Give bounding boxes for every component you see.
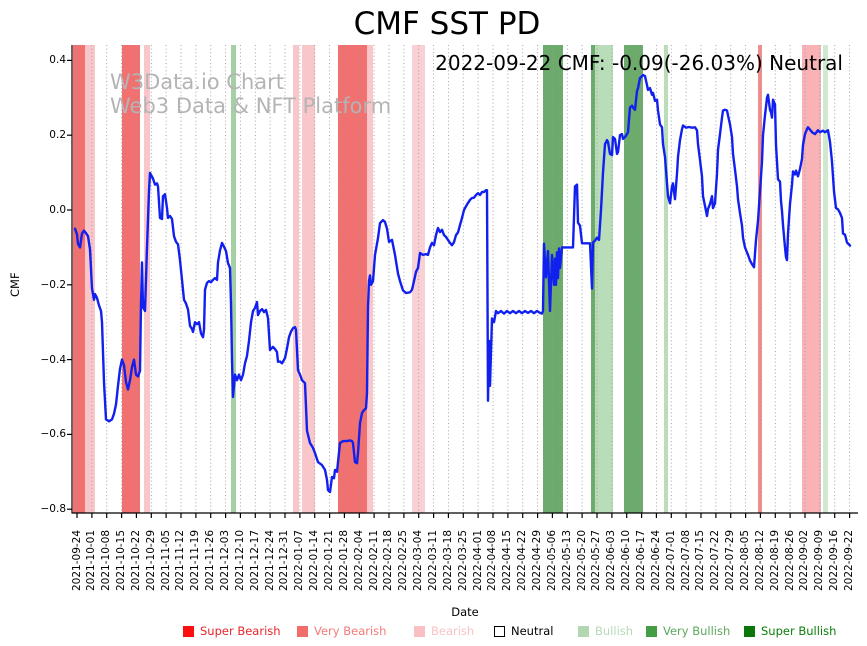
x-tick-label: 2021-10-29 [144, 529, 157, 591]
band-bearish [802, 45, 821, 513]
band-bearish [85, 45, 95, 513]
x-tick-label: 2021-10-22 [129, 529, 142, 591]
x-tick-label: 2021-12-31 [278, 529, 291, 591]
watermark-line1: W3Data.io Chart [110, 70, 285, 94]
x-tick-label: 2022-03-04 [412, 529, 425, 591]
x-tick-label: 2022-04-15 [501, 529, 514, 591]
x-tick-label: 2022-04-22 [516, 529, 529, 591]
annotation-text: 2022-09-22 CMF: -0.09(-26.03%) Neutral [435, 51, 843, 75]
x-tick-label: 2022-05-20 [575, 529, 588, 591]
cmf-line [73, 73, 852, 494]
x-tick-label: 2021-10-08 [100, 529, 113, 591]
x-tick-label: 2022-05-06 [545, 529, 558, 591]
x-tick-label: 2022-09-16 [828, 529, 841, 591]
x-tick-label: 2022-08-12 [753, 529, 766, 591]
x-tick-label: 2022-07-22 [709, 529, 722, 591]
watermark: W3Data.io Chart Web3 Data & NFT Platform [110, 70, 391, 118]
y-tick-label: 0.0 [49, 204, 66, 216]
y-tick-label: 0.2 [49, 129, 66, 142]
x-tick-label: 2021-10-01 [85, 529, 98, 591]
x-tick-label: 2022-04-08 [486, 529, 499, 591]
x-tick-label: 2022-07-01 [664, 529, 677, 591]
y-axis-label: CMF [8, 272, 22, 297]
band-very_bearish [338, 45, 367, 513]
band-bullish [823, 45, 828, 513]
band-very_bearish [122, 45, 140, 513]
x-tick-label: 2022-05-13 [560, 529, 573, 591]
x-tick-label: 2021-12-24 [263, 529, 276, 591]
band-very_bullish [624, 45, 643, 513]
x-tick-label: 2021-12-03 [219, 529, 232, 591]
x-tick-label: 2022-07-29 [724, 529, 737, 591]
x-tick-label: 2022-06-17 [635, 529, 648, 591]
band-bearish [293, 45, 299, 513]
x-tick-label: 2022-04-01 [471, 529, 484, 591]
x-tick-label: 2022-02-04 [352, 529, 365, 591]
x-tick-label: 2022-07-15 [694, 529, 707, 591]
x-tick-label: 2022-06-10 [620, 529, 633, 591]
x-tick-label: 2022-01-21 [323, 529, 336, 591]
band-bullish [664, 45, 668, 513]
x-tick-label: 2022-01-07 [293, 529, 306, 591]
x-tick-label: 2022-02-11 [367, 529, 380, 591]
x-tick-label: 2022-01-28 [337, 529, 350, 591]
x-tick-label: 2021-11-19 [189, 529, 202, 591]
x-tick-label: 2022-08-19 [768, 529, 781, 591]
x-tick-label: 2022-03-11 [427, 529, 440, 591]
x-tick-label: 2022-08-05 [739, 529, 752, 591]
band-bullish [231, 45, 236, 513]
y-tick-label: −0.2 [40, 278, 67, 291]
x-tick-label: 2022-08-26 [783, 529, 796, 591]
x-tick-label: 2021-10-15 [115, 529, 128, 591]
x-tick-label: 2022-03-18 [441, 529, 454, 591]
x-axis-label: Date [451, 605, 479, 619]
chart-title: CMF SST PD [353, 6, 541, 42]
x-tick-label: 2022-03-25 [456, 529, 469, 591]
x-tick-label: 2022-02-25 [397, 529, 410, 591]
y-tick-label: 0.4 [49, 54, 66, 67]
y-tick-label: −0.4 [40, 353, 67, 366]
x-tick-label: 2021-11-26 [204, 529, 217, 591]
x-tick-label: 2022-05-27 [590, 529, 603, 591]
watermark-line2: Web3 Data & NFT Platform [110, 94, 392, 118]
x-tick-label: 2021-09-24 [70, 529, 83, 591]
x-tick-label: 2021-12-17 [248, 529, 261, 591]
x-tick-label: 2022-09-02 [798, 529, 811, 591]
x-tick-label: 2022-04-29 [531, 529, 544, 591]
x-tick-label: 2022-02-18 [382, 529, 395, 591]
x-tick-label: 2021-11-12 [174, 529, 187, 591]
x-tick-label: 2022-01-14 [308, 529, 321, 591]
band-very_bearish [73, 45, 85, 513]
x-tick-label: 2021-12-10 [233, 529, 246, 591]
band-bullish [595, 45, 613, 513]
x-tick-label: 2022-07-08 [679, 529, 692, 591]
x-tick-label: 2021-11-05 [159, 529, 172, 591]
x-tick-label: 2022-09-09 [813, 529, 826, 591]
y-tick-label: −0.6 [40, 428, 67, 441]
x-tick-label: 2022-06-24 [649, 529, 662, 591]
y-tick-label: −0.8 [40, 503, 67, 516]
x-tick-label: 2022-09-22 [843, 529, 856, 591]
x-tick-label: 2022-06-03 [605, 529, 618, 591]
